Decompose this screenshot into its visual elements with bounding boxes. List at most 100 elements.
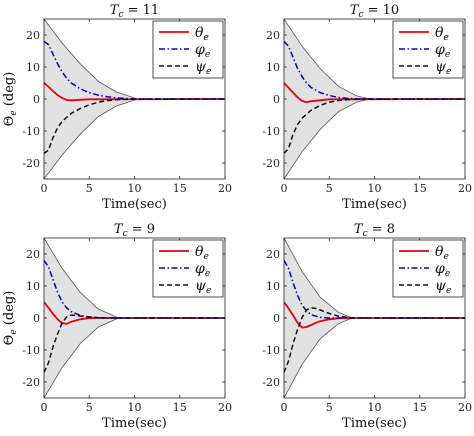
y-tick-label: -10 [262, 344, 280, 357]
title-value: = 11 [124, 3, 160, 18]
x-tick-label: 5 [326, 401, 333, 414]
band-upper-bound [284, 238, 353, 319]
x-tick-label: 0 [281, 401, 288, 414]
series-line-2 [44, 40, 225, 100]
band-lower-bound [284, 317, 353, 398]
legend-subscript: e [443, 252, 448, 262]
legend-subscript: e [446, 286, 451, 296]
series-line-2 [44, 259, 225, 319]
y-tick-label: 20 [266, 248, 280, 261]
legend-label: θe [195, 25, 209, 43]
y-tick-label: 10 [266, 280, 280, 293]
legend-label: φe [195, 42, 210, 60]
band-upper-bound [284, 19, 371, 100]
x-tick-label: 0 [41, 401, 48, 414]
y-tick-label: -20 [262, 376, 280, 389]
legend-symbol: ψ [195, 59, 207, 75]
series-line-1 [44, 301, 225, 325]
y-tick-label: 0 [273, 312, 280, 325]
band-upper-bound [44, 19, 140, 100]
legend-subscript: e [446, 67, 451, 77]
title-symbol: T [110, 3, 120, 18]
legend-subscript: e [203, 33, 208, 43]
y-tick-label: 0 [273, 93, 280, 106]
band-lower-bound [284, 98, 371, 179]
legend-symbol: ψ [195, 278, 207, 294]
legend-symbol: φ [195, 261, 205, 277]
series-line-3 [284, 307, 465, 373]
series-line-1 [284, 82, 465, 104]
series-line-3 [284, 98, 465, 154]
legend-symbol: φ [435, 261, 445, 277]
legend-symbol: θ [195, 244, 204, 260]
series-line-3 [44, 98, 225, 155]
ylabel-unit: (deg) [2, 72, 17, 111]
legend-subscript: e [205, 50, 210, 60]
legend-subscript: e [443, 33, 448, 43]
legend-subscript: e [445, 50, 450, 60]
y-tick-label: -20 [22, 376, 40, 389]
title-subscript: c [123, 229, 128, 239]
legend-symbol: φ [195, 42, 205, 58]
y-axis-label: Θe (deg) [2, 291, 19, 346]
x-tick-label: 10 [368, 182, 382, 195]
convergence-band [284, 238, 352, 398]
ylabel-symbol: Θ [2, 335, 17, 346]
legend-subscript: e [206, 286, 211, 296]
y-tick-label: -10 [262, 125, 280, 138]
y-axis-label: Θe (deg) [2, 72, 19, 127]
legend-label: ψe [435, 278, 451, 296]
y-tick-label: -20 [22, 157, 40, 170]
title-value: = 9 [128, 222, 155, 237]
x-tick-label: 0 [41, 182, 48, 195]
x-tick-label: 10 [128, 401, 142, 414]
x-tick-label: 20 [458, 401, 472, 414]
x-tick-label: 15 [413, 401, 427, 414]
legend-symbol: ψ [435, 278, 447, 294]
subplot-1: 0 5 10 15 20 -20 -10 0 10 20 Tc = 11 Time(sec) Θe (d… [2, 3, 232, 212]
subplot-title: Tc = 9 [114, 222, 155, 239]
subplot-title: Tc = 11 [110, 3, 159, 20]
x-tick-label: 20 [218, 182, 232, 195]
x-tick-label: 10 [128, 182, 142, 195]
legend-label: φe [195, 261, 210, 279]
x-tick-label: 5 [86, 182, 93, 195]
x-tick-label: 5 [86, 401, 93, 414]
legend-label: ψe [195, 278, 211, 296]
legend-subscript: e [203, 252, 208, 262]
y-tick-label: 20 [26, 248, 40, 261]
x-tick-label: 15 [173, 401, 187, 414]
series-line-1 [44, 82, 225, 102]
x-axis-label: Time(sec) [342, 197, 407, 212]
y-tick-label: -10 [22, 125, 40, 138]
title-subscript: c [363, 229, 368, 239]
legend-label: θe [195, 244, 209, 262]
legend-label: φe [435, 261, 450, 279]
y-tick-label: -20 [262, 157, 280, 170]
y-tick-label: 10 [26, 280, 40, 293]
legend-subscript: e [206, 67, 211, 77]
series-line-2 [284, 40, 465, 100]
title-symbol: T [114, 222, 124, 237]
title-subscript: c [358, 10, 363, 20]
ylabel-unit: (deg) [2, 291, 17, 330]
ylabel-subscript: e [9, 110, 19, 115]
x-axis-label: Time(sec) [102, 416, 167, 431]
legend-symbol: θ [435, 25, 444, 41]
series-line-3 [44, 314, 225, 373]
x-tick-label: 20 [458, 182, 472, 195]
x-tick-label: 15 [173, 182, 187, 195]
y-tick-label: 0 [33, 93, 40, 106]
y-tick-label: 10 [26, 61, 40, 74]
y-tick-label: -10 [22, 344, 40, 357]
title-symbol: T [354, 222, 364, 237]
legend-label: θe [435, 25, 449, 43]
title-subscript: c [118, 10, 123, 20]
y-tick-label: 0 [33, 312, 40, 325]
subplot-3: 0 5 10 15 20 -20 -10 0 10 20 Tc = 9 Time(sec) Θe (de… [2, 222, 232, 431]
